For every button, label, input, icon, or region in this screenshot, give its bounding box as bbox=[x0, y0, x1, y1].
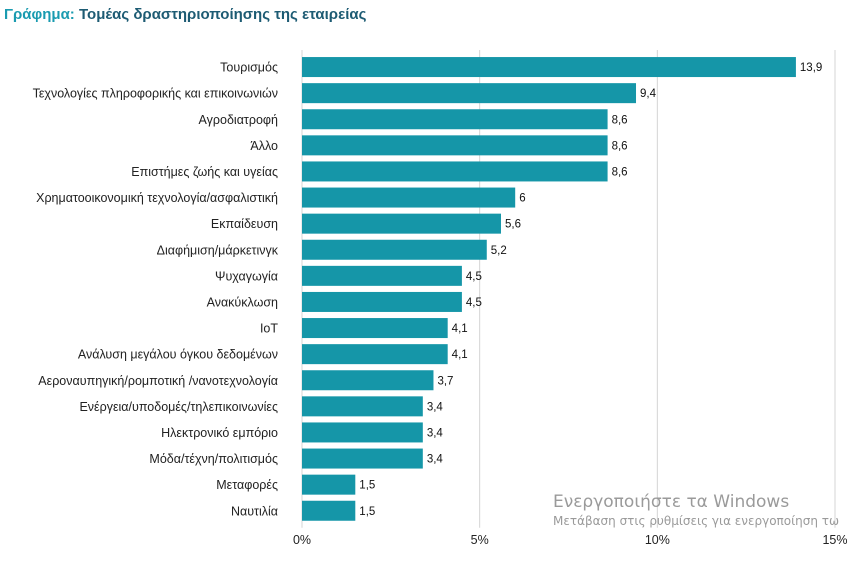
value-label: 4,1 bbox=[452, 323, 468, 335]
category-label: Ηλεκτρονικό εμπόριο bbox=[161, 426, 278, 440]
value-label: 3,4 bbox=[427, 401, 444, 413]
value-label: 6 bbox=[519, 193, 525, 205]
bar bbox=[302, 213, 501, 234]
bar bbox=[302, 291, 462, 312]
value-label: 8,6 bbox=[612, 140, 628, 152]
value-label: 4,5 bbox=[466, 271, 482, 283]
bar bbox=[302, 109, 608, 130]
value-label: 4,1 bbox=[452, 349, 468, 361]
x-tick-label: 10% bbox=[645, 533, 670, 547]
bar bbox=[302, 448, 423, 469]
watermark-line-1: Ενεργοποιήστε τα Windows bbox=[553, 492, 790, 512]
category-label: Αγροδιατροφή bbox=[199, 113, 278, 127]
bar bbox=[302, 265, 462, 286]
category-label: Αεροναυπηγική/ρομποτική /νανοτεχνολογία bbox=[38, 374, 278, 388]
category-label: Ενέργεια/υποδομές/τηλεπικοινωνίες bbox=[79, 400, 278, 414]
category-label: IoT bbox=[260, 322, 278, 336]
bar bbox=[302, 161, 608, 182]
bar bbox=[302, 370, 434, 391]
value-label: 1,5 bbox=[359, 480, 375, 492]
category-label: Τουρισμός bbox=[220, 61, 278, 75]
category-label: Μόδα/τέχνη/πολιτισμός bbox=[149, 452, 278, 466]
category-label: Ναυτιλία bbox=[231, 504, 278, 518]
chart-title-prefix: Γράφημα: bbox=[4, 6, 75, 23]
category-label: Ανάλυση μεγάλου όγκου δεδομένων bbox=[78, 348, 278, 362]
bar bbox=[302, 83, 637, 104]
category-label: Διαφήμιση/μάρκετινγκ bbox=[157, 243, 279, 257]
category-label: Επιστήμες ζωής και υγείας bbox=[131, 165, 278, 179]
bar bbox=[302, 422, 423, 443]
bar bbox=[302, 135, 608, 156]
category-label: Μεταφορές bbox=[216, 478, 278, 492]
category-label: Τεχνολογίες πληροφορικής και επικοινωνιώ… bbox=[33, 87, 278, 101]
value-label: 8,6 bbox=[612, 114, 628, 126]
bar bbox=[302, 318, 448, 339]
bar bbox=[302, 239, 487, 260]
category-label: Ψυχαγωγία bbox=[215, 269, 278, 283]
category-label: Ανακύκλωση bbox=[207, 295, 278, 309]
bar bbox=[302, 396, 423, 417]
value-label: 9,4 bbox=[640, 88, 657, 100]
value-label: 3,7 bbox=[437, 375, 453, 387]
bar bbox=[302, 57, 796, 78]
category-label: Άλλο bbox=[250, 139, 278, 153]
bar bbox=[302, 344, 448, 365]
category-label: Χρηματοοικονομική τεχνολογία/ασφαλιστική bbox=[36, 191, 278, 205]
value-label: 5,2 bbox=[491, 245, 507, 257]
watermark-line-2: Μετάβαση στις ρυθμίσεις για ενεργοποίηση… bbox=[553, 514, 840, 528]
category-label: Εκπαίδευση bbox=[211, 217, 278, 231]
value-label: 3,4 bbox=[427, 454, 444, 466]
value-label: 13,9 bbox=[800, 62, 822, 74]
value-label: 8,6 bbox=[612, 166, 628, 178]
value-label: 3,4 bbox=[427, 427, 444, 439]
x-tick-label: 5% bbox=[471, 533, 489, 547]
value-label: 4,5 bbox=[466, 297, 482, 309]
bar bbox=[302, 187, 516, 208]
value-label: 5,6 bbox=[505, 219, 521, 231]
chart-title: Γράφημα: Τομέας δραστηριοποίησης της ετα… bbox=[4, 6, 366, 23]
bar bbox=[302, 500, 356, 521]
x-tick-label: 15% bbox=[822, 533, 847, 547]
windows-activation-watermark: Ενεργοποιήστε τα Windows Μετάβαση στις ρ… bbox=[553, 492, 839, 528]
value-label: 1,5 bbox=[359, 506, 375, 518]
chart-title-text: Τομέας δραστηριοποίησης της εταιρείας bbox=[78, 6, 367, 23]
bar bbox=[302, 474, 356, 495]
x-tick-label: 0% bbox=[293, 533, 311, 547]
